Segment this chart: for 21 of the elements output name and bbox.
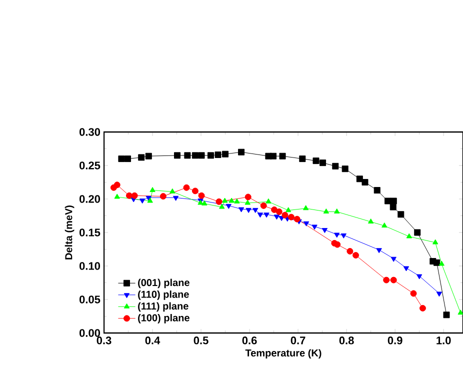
y-tick-label: 0.30 — [80, 128, 100, 136]
y-tick-label: 0.00 — [80, 329, 100, 337]
y-tick-label: 0.05 — [80, 296, 100, 304]
legend-label: (110) plane — [138, 290, 189, 300]
y-tick-label: 0.10 — [80, 262, 100, 270]
y-tick-label: 0.20 — [80, 195, 100, 203]
legend-label: (100) plane — [138, 314, 190, 324]
x-tick-label: 1.0 — [436, 336, 451, 344]
x-tick-label: 0.8 — [339, 336, 354, 344]
x-axis-title: Temperature (K) — [245, 349, 322, 359]
y-axis-title: Delta (meV) — [64, 205, 74, 260]
y-tick-label: 0.15 — [80, 228, 100, 236]
x-tick-label: 0.6 — [242, 336, 257, 344]
legend-label: (001) plane — [138, 278, 190, 288]
y-tick-label: 0.25 — [80, 162, 100, 170]
x-tick-label: 0.5 — [194, 336, 208, 344]
x-tick-label: 0.4 — [145, 336, 160, 344]
legend-label: (111) plane — [138, 302, 188, 312]
x-tick-label: 0.9 — [388, 336, 402, 344]
x-tick-label: 0.7 — [290, 336, 306, 344]
x-tick-label: 0.3 — [96, 336, 112, 344]
